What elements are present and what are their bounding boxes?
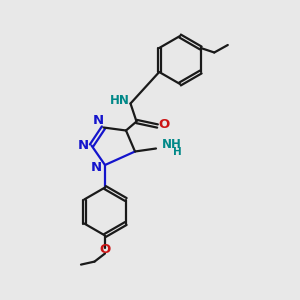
Text: O: O xyxy=(99,243,111,256)
Text: HN: HN xyxy=(110,94,130,107)
Text: O: O xyxy=(158,118,170,131)
Text: N: N xyxy=(92,114,104,128)
Text: H: H xyxy=(172,147,181,157)
Text: N: N xyxy=(77,139,89,152)
Text: NH: NH xyxy=(161,138,181,152)
Text: N: N xyxy=(91,161,102,174)
